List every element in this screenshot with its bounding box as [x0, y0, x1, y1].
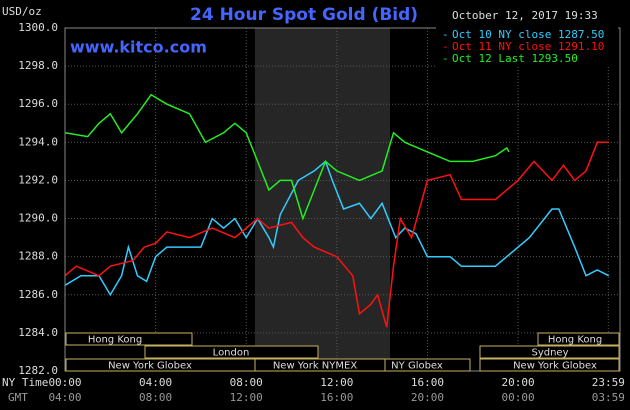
lines: [64, 93, 610, 328]
y-tick-label: 1300.0: [18, 21, 58, 34]
x2-axis-label: GMT: [8, 391, 28, 404]
subtitle: www.kitco.com: [70, 38, 207, 57]
x2-tick-label: 16:00: [320, 391, 353, 404]
y-tick-label: 1288.0: [18, 250, 58, 263]
sessions: Hong Kong Hong Kong London Sydney New Yo…: [65, 332, 620, 372]
series-line: [64, 160, 610, 297]
y-tick-label: 1296.0: [18, 97, 58, 110]
legend-label: Oct 12 Last 1293.50: [452, 52, 578, 65]
session-label: New York Globex: [108, 361, 192, 372]
grid: 1282.0 1284.0 1286.0 1288.0 1290.0 1292.0 1294…: [18, 21, 625, 404]
x2-tick-label: 08:00: [139, 391, 172, 404]
x-tick-label: 08:00: [230, 376, 263, 389]
x2-tick-label: 03:59: [592, 391, 625, 404]
x2-tick-label: 04:00: [48, 391, 81, 404]
y-tick-label: 1290.0: [18, 212, 58, 225]
x-tick-label: 23:59: [592, 376, 625, 389]
chart-title: 24 Hour Spot Gold (Bid): [190, 5, 418, 25]
session-label: Hong Kong: [88, 335, 142, 346]
y-tick-label: 1298.0: [18, 59, 58, 72]
session-label: New York NYMEX: [273, 361, 358, 372]
x2-tick-label: 20:00: [411, 391, 444, 404]
y-tick-label: 1284.0: [18, 326, 58, 339]
session-label: London: [213, 348, 250, 359]
timestamp: October 12, 2017 19:33: [452, 9, 598, 22]
series-line: [64, 141, 609, 328]
shaded-session: [255, 28, 390, 371]
legend-marker: -: [442, 52, 449, 65]
x-tick-label: 00:00: [48, 376, 81, 389]
y-axis-label: USD/oz: [2, 5, 42, 18]
legend: [436, 27, 618, 67]
x-tick-label: 04:00: [139, 376, 172, 389]
y-tick-label: 1294.0: [18, 135, 58, 148]
legend-entries: - Oct 10 NY close 1287.50- Oct 11 NY close…: [442, 28, 604, 65]
x-tick-label: 12:00: [320, 376, 353, 389]
legend-marker: -: [442, 40, 449, 53]
session-label: NY Globex: [391, 361, 443, 372]
x-tick-label: 16:00: [411, 376, 444, 389]
x-axis-label: NY Time: [2, 376, 48, 389]
series-line: [64, 93, 510, 221]
legend-label: Oct 10 NY close 1287.50: [452, 28, 604, 41]
y-tick-label: 1292.0: [18, 173, 58, 186]
session-label: Sydney: [531, 348, 568, 359]
legend-label: Oct 11 NY close 1291.10: [452, 40, 604, 53]
x2-tick-label: 12:00: [230, 391, 263, 404]
session-label: New York Globex: [513, 361, 597, 372]
y-tick-label: 1286.0: [18, 288, 58, 301]
y-tick-label: 1282.0: [18, 364, 58, 377]
session-label: Hong Kong: [548, 335, 602, 346]
x2-tick-label: 00:00: [501, 391, 534, 404]
legend-marker: -: [442, 28, 449, 41]
x-tick-label: 20:00: [501, 376, 534, 389]
